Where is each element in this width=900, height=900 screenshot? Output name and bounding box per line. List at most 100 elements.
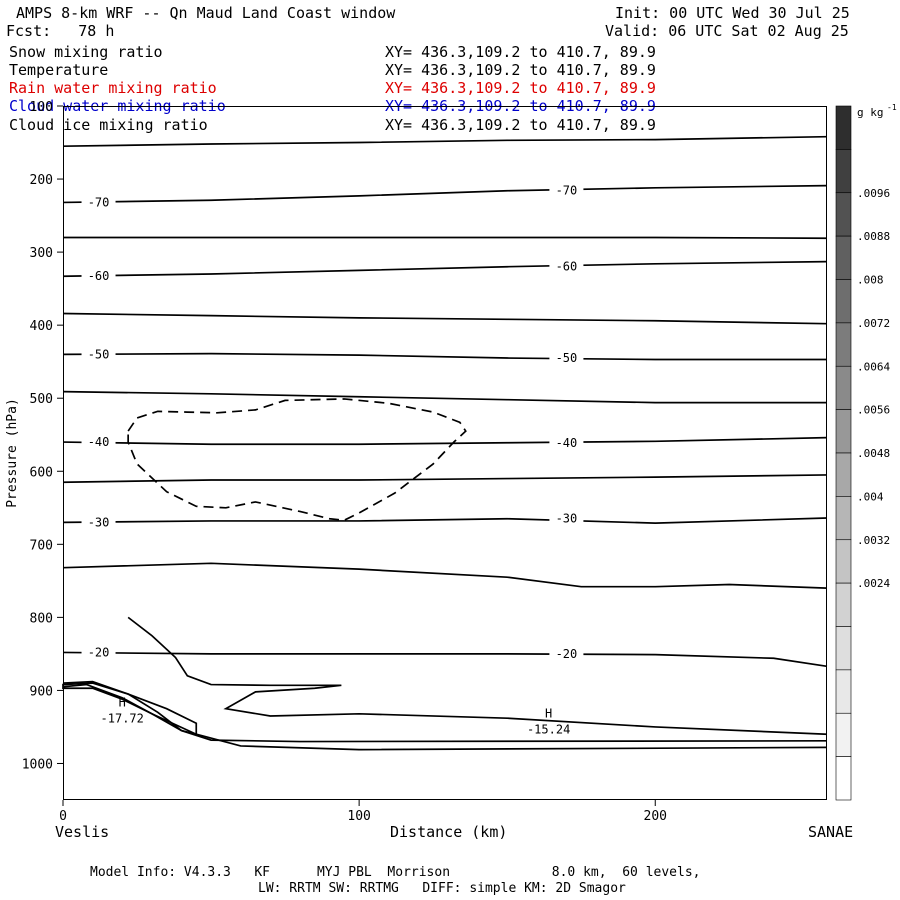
field-name-snow: Snow mixing ratio <box>9 43 163 61</box>
y-tick-label: 100 <box>30 100 53 115</box>
contour-label-bg <box>81 346 116 362</box>
contour-label-bg <box>549 258 584 274</box>
colorbar-tick-label: .0056 <box>857 404 890 417</box>
colorbar-swatch <box>835 409 852 454</box>
temperature-contour <box>63 236 828 240</box>
y-tick-label: 1000 <box>22 757 53 772</box>
colorbar-tick-label: .0096 <box>857 187 890 200</box>
colorbar-unit: g kg <box>857 106 884 119</box>
contour-label-bg <box>549 510 584 526</box>
contour-label-bg <box>549 350 584 366</box>
valid-time: Valid: 06 UTC Sat 02 Aug 25 <box>605 22 849 40</box>
contour-label-bg <box>81 194 116 210</box>
colorbar-swatch <box>835 235 852 280</box>
contour-label-bg <box>81 514 116 530</box>
field-name-temperature: Temperature <box>9 61 109 79</box>
init-time: Init: 00 UTC Wed 30 Jul 25 <box>615 4 850 22</box>
colorbar-tick-label: .0024 <box>857 577 890 590</box>
field-xy-cloud-ice: XY= 436.3,109.2 to 410.7, 89.9 <box>385 116 656 134</box>
temperature-contour <box>62 352 827 361</box>
temperature-contour <box>62 312 828 325</box>
temperature-contour <box>62 436 828 446</box>
temperature-contour <box>62 474 828 484</box>
contour-label: -70 <box>88 195 110 209</box>
y-tick-label: 800 <box>30 611 53 626</box>
snow-contour <box>127 398 467 522</box>
model-info-line1: Model Info: V4.3.3 KF MYJ PBL Morrison 8… <box>90 865 701 880</box>
temperature-contour <box>62 184 828 204</box>
contour-label: -60 <box>556 260 578 274</box>
contour-label: -50 <box>88 347 110 361</box>
left-endpoint: Veslis <box>55 823 110 841</box>
extremum-value: -17.72 <box>101 712 144 726</box>
contour-label: -40 <box>88 435 110 449</box>
y-tick-label: 600 <box>30 465 53 480</box>
contour-label-bg <box>81 644 116 660</box>
colorbar-swatch <box>835 322 852 367</box>
colorbar-swatch <box>835 452 852 497</box>
field-name-rain: Rain water mixing ratio <box>9 79 217 97</box>
colorbar-tick-label: .0064 <box>857 360 890 373</box>
colorbar-swatch <box>835 149 852 194</box>
y-tick-label: 400 <box>30 319 53 334</box>
contour-label: -60 <box>88 269 110 283</box>
colorbar-swatch <box>835 626 852 671</box>
contour-label: -20 <box>88 645 110 659</box>
temperature-contour <box>62 517 828 524</box>
contour-label: -30 <box>88 515 110 529</box>
colorbar-swatch <box>835 539 852 584</box>
x-tick-label: 0 <box>59 809 67 824</box>
colorbar-swatch <box>835 365 852 410</box>
model-info-line2: LW: RRTM SW: RRTMG DIFF: simple KM: 2D S… <box>258 881 626 896</box>
contour-label-bg <box>81 268 116 284</box>
extremum-marker: H <box>119 696 126 710</box>
contour-label: -50 <box>556 351 578 365</box>
field-name-cloud-ice: Cloud ice mixing ratio <box>9 116 208 134</box>
field-xy-rain: XY= 436.3,109.2 to 410.7, 89.9 <box>385 79 656 97</box>
colorbar-swatch <box>835 756 852 801</box>
contour-label: -20 <box>556 647 578 661</box>
colorbar-swatch <box>835 712 852 757</box>
colorbar-swatch <box>835 582 852 627</box>
contour-label-bg <box>81 434 116 450</box>
colorbar-tick-label: .0032 <box>857 534 890 547</box>
y-tick-label: 200 <box>30 173 53 188</box>
y-axis-label: Pressure (hPa) <box>5 398 20 508</box>
y-tick-label: 500 <box>30 392 53 407</box>
temperature-contour <box>62 260 828 278</box>
temperature-contour <box>62 390 827 404</box>
temperature-contour <box>62 680 828 743</box>
colorbar-tick-label: .0072 <box>857 317 890 330</box>
field-xy-snow: XY= 436.3,109.2 to 410.7, 89.9 <box>385 43 656 61</box>
colorbar-swatch <box>835 279 852 324</box>
y-tick-label: 300 <box>30 246 53 261</box>
colorbar-swatch <box>835 669 852 714</box>
temperature-contour <box>62 682 198 736</box>
contour-label-bg <box>549 645 584 661</box>
contour-label: -40 <box>556 436 578 450</box>
temperature-contour <box>62 562 828 589</box>
colorbar-tick-label: .004 <box>857 490 884 503</box>
x-axis-label: Distance (km) <box>390 823 508 841</box>
colorbar-swatch <box>835 192 852 237</box>
contour-label-bg <box>549 182 584 198</box>
temperature-contour <box>127 616 828 736</box>
colorbar-swatch <box>835 496 852 541</box>
extremum-marker: H <box>545 707 552 721</box>
field-xy-temperature: XY= 436.3,109.2 to 410.7, 89.9 <box>385 61 656 79</box>
forecast-hour: Fcst: 78 h <box>6 22 115 40</box>
x-tick-label: 100 <box>347 809 370 824</box>
right-endpoint: SANAE <box>808 823 854 841</box>
y-tick-label: 700 <box>30 538 53 553</box>
figure-title: AMPS 8-km WRF -- Qn Maud Land Coast wind… <box>16 4 396 22</box>
x-tick-label: 200 <box>644 809 667 824</box>
temperature-contour <box>62 651 828 668</box>
plot-frame <box>63 106 827 800</box>
colorbar-tick-label: .0048 <box>857 447 890 460</box>
colorbar-tick-label: .008 <box>857 274 884 287</box>
extremum-value: -15.24 <box>527 723 570 737</box>
y-tick-label: 900 <box>30 684 53 699</box>
temperature-contour <box>62 135 828 148</box>
